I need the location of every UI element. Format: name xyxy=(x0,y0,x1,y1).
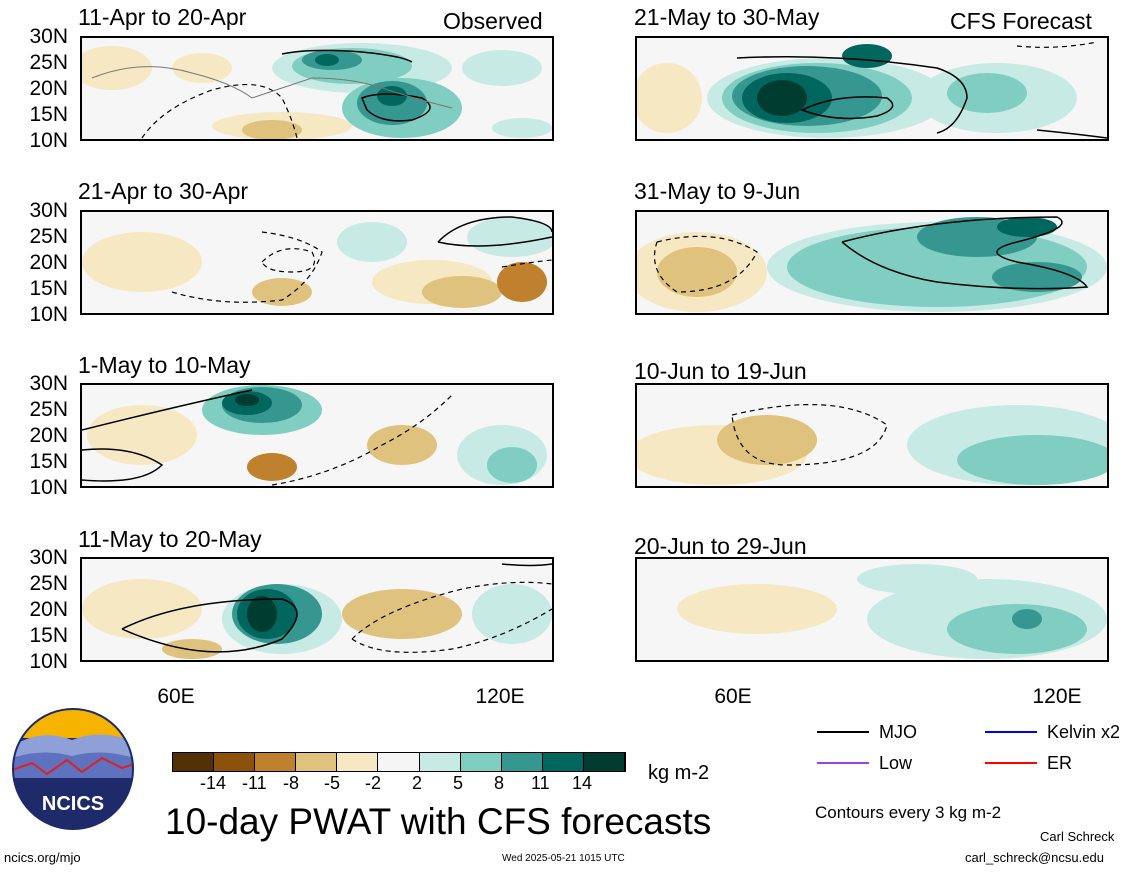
lat-label: 10N xyxy=(29,476,68,499)
lat-label: 10N xyxy=(29,303,68,326)
colorbar-tick: 8 xyxy=(494,773,505,793)
lat-label: 15N xyxy=(29,103,68,126)
colorbar-swatch xyxy=(419,753,461,771)
lat-label: 25N xyxy=(29,51,68,74)
colorbar-tick: 2 xyxy=(412,773,423,793)
colorbar-unit: kg m-2 xyxy=(648,762,710,784)
colorbar-swatch xyxy=(583,753,626,771)
panel-title-r1: 21-May to 30-May xyxy=(634,4,820,30)
map-panel-fcst-1 xyxy=(635,36,1109,141)
legend-label-kelvin: Kelvin x2 xyxy=(1047,722,1121,742)
colorbar-swatch xyxy=(501,753,543,771)
lat-label: 10N xyxy=(29,650,68,673)
colorbar-tick: 11 xyxy=(531,773,550,793)
map-panel-obs-2 xyxy=(80,210,554,315)
footer-author: Carl Schreck xyxy=(1040,829,1115,844)
logo-text: NCICS xyxy=(42,793,104,815)
lat-label: 20N xyxy=(29,251,68,274)
map-panel-fcst-3 xyxy=(635,383,1109,488)
colorbar-tick: 14 xyxy=(572,773,593,793)
map-panel-fcst-4 xyxy=(635,557,1109,662)
colorbar-swatch xyxy=(214,753,256,771)
panel-title-r2: 31-May to 9-Jun xyxy=(634,178,801,204)
lat-label: 30N xyxy=(29,199,68,222)
colorbar-tick: -2 xyxy=(365,773,382,793)
lat-label: 10N xyxy=(29,129,68,152)
main-title: 10-day PWAT with CFS forecasts xyxy=(165,801,712,842)
contours-note: Contours every 3 kg m-2 xyxy=(815,803,1002,822)
panel-title-r3: 10-Jun to 19-Jun xyxy=(634,358,807,384)
colorbar-swatch xyxy=(460,753,502,771)
lon-label-right: 60E xyxy=(714,685,752,708)
map-panel-obs-3 xyxy=(80,383,554,488)
colorbar xyxy=(172,752,626,772)
legend-swatch-kelvin xyxy=(985,731,1037,733)
map-panel-obs-1 xyxy=(80,36,554,141)
colorbar-swatch xyxy=(255,753,297,771)
panel-title-l1: 11-Apr to 20-Apr xyxy=(78,4,247,30)
lat-label: 25N xyxy=(29,398,68,421)
colorbar-tick: -14 xyxy=(200,773,227,793)
colorbar-tick: -5 xyxy=(324,773,341,793)
lat-label: 30N xyxy=(29,546,68,569)
legend-swatch-low xyxy=(817,762,869,764)
ncics-logo: NCICS xyxy=(12,708,134,830)
legend-label-er: ER xyxy=(1047,753,1073,773)
panel-title-r4: 20-Jun to 29-Jun xyxy=(634,533,807,559)
panel-title-l2: 21-Apr to 30-Apr xyxy=(78,178,249,204)
lat-label: 25N xyxy=(29,572,68,595)
panel-title-l4: 11-May to 20-May xyxy=(78,526,262,552)
legend-label-mjo: MJO xyxy=(879,722,917,742)
footer-url: ncics.org/mjo xyxy=(4,850,81,865)
legend-swatch-mjo xyxy=(817,731,869,733)
lat-label: 15N xyxy=(29,450,68,473)
lat-label: 20N xyxy=(29,424,68,447)
colorbar-swatch xyxy=(542,753,584,771)
legend-swatch-er xyxy=(985,762,1037,764)
footer-email: carl_schreck@ncsu.edu xyxy=(965,850,1104,865)
panel-title-l3: 1-May to 10-May xyxy=(78,352,251,378)
lon-label-right: 120E xyxy=(1032,685,1082,708)
lon-label-left: 60E xyxy=(157,685,195,708)
lat-label: 20N xyxy=(29,598,68,621)
footer-timestamp: Wed 2025-05-21 1015 UTC xyxy=(502,853,625,864)
colorbar-ticks: -14 -11 -8 -5 -2 2 5 8 11 14 xyxy=(172,773,626,797)
lat-label: 20N xyxy=(29,77,68,100)
map-panel-obs-4 xyxy=(80,557,554,662)
colorbar-swatch xyxy=(337,753,379,771)
lat-label: 15N xyxy=(29,624,68,647)
lon-label-left: 120E xyxy=(475,685,525,708)
lat-label: 25N xyxy=(29,225,68,248)
lat-label: 15N xyxy=(29,277,68,300)
legend-label-low: Low xyxy=(879,753,913,773)
colorbar-swatch xyxy=(378,753,420,771)
colorbar-swatch xyxy=(173,753,215,771)
forecast-label: CFS Forecast xyxy=(950,8,1092,34)
colorbar-swatch xyxy=(296,753,338,771)
lat-label: 30N xyxy=(29,25,68,48)
map-panel-fcst-2 xyxy=(635,210,1109,315)
lat-label: 30N xyxy=(29,372,68,395)
colorbar-tick: -8 xyxy=(283,773,300,793)
colorbar-tick: 5 xyxy=(453,773,464,793)
observed-label: Observed xyxy=(443,8,543,34)
colorbar-tick: -11 xyxy=(242,773,267,793)
